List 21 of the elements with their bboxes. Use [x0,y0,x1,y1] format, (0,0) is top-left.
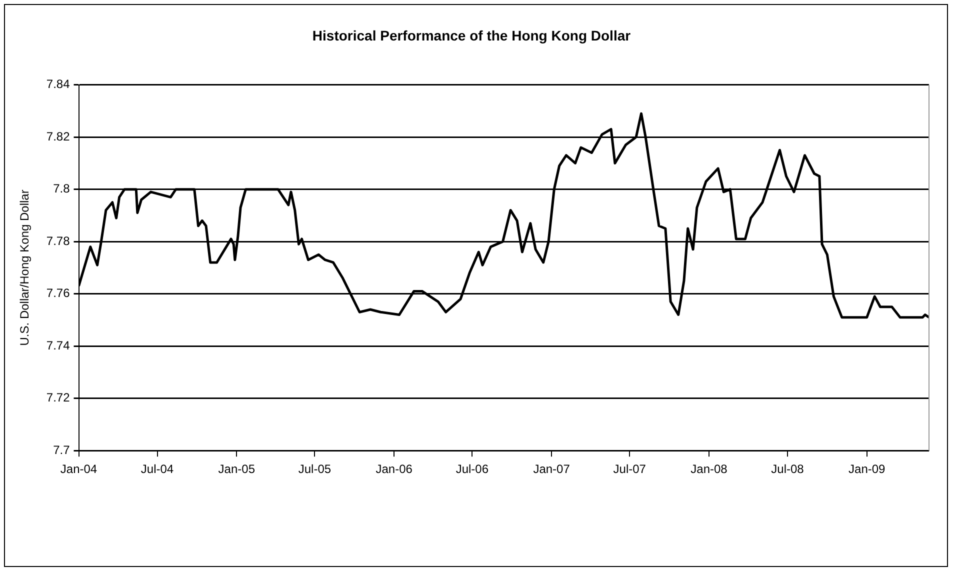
x-tick-label: Jul-07 [613,462,646,476]
x-tick-label: Jul-04 [140,462,174,476]
y-tick-label: 7.78 [46,234,70,248]
y-tick-label: 7.82 [46,129,70,144]
x-tick-label: Jan-09 [848,462,886,476]
x-tick-label: Jul-05 [298,462,332,476]
x-tick-label: Jan-04 [60,462,98,476]
y-axis-title: U.S. Dollar/Hong Kong Dollar [18,190,32,346]
y-tick-label: 7.7 [53,442,70,457]
x-tick-label: Jul-06 [456,462,489,476]
x-tick-label: Jan-06 [376,462,413,476]
y-tick-label: 7.8 [53,182,70,196]
x-tick-label: Jan-07 [533,462,570,476]
y-tick-label: 7.72 [46,390,70,405]
y-tick-label: 7.84 [46,77,70,92]
y-tick-label: 7.76 [46,286,70,300]
y-tick-label: 7.74 [46,338,70,352]
x-tick-label: Jan-05 [218,462,256,476]
x-tick-label: Jan-08 [690,462,728,476]
x-tick-label: Jul-08 [771,462,804,476]
chart-title: Historical Performance of the Hong Kong Dollar [312,27,632,44]
